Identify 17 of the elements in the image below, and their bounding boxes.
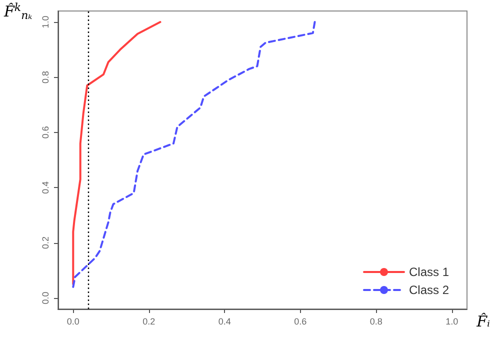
line-series xyxy=(72,21,316,288)
x-tick-label: 0.6 xyxy=(294,316,307,326)
legend-label: Class 1 xyxy=(408,265,450,279)
y-tick-label: 0.8 xyxy=(40,70,50,84)
legend-label: Class 2 xyxy=(408,283,450,297)
y-tick-label: 1.0 xyxy=(40,16,50,28)
x-tick-label: 0.8 xyxy=(370,316,382,326)
y-tick-label: 0.2 xyxy=(40,236,50,250)
x-axis-title: F̂ᵢ xyxy=(476,312,490,330)
x-tick-label: 0.0 xyxy=(66,316,80,326)
line-series xyxy=(72,21,162,286)
y-tick-label: 0.0 xyxy=(40,292,50,304)
x-tick-label: 1.0 xyxy=(446,316,458,326)
x-tick-label: 0.2 xyxy=(142,316,156,326)
y-tick-label: 0.6 xyxy=(40,126,50,139)
x-tick-label: 0.4 xyxy=(218,316,231,326)
y-tick-label: 0.4 xyxy=(40,181,50,194)
